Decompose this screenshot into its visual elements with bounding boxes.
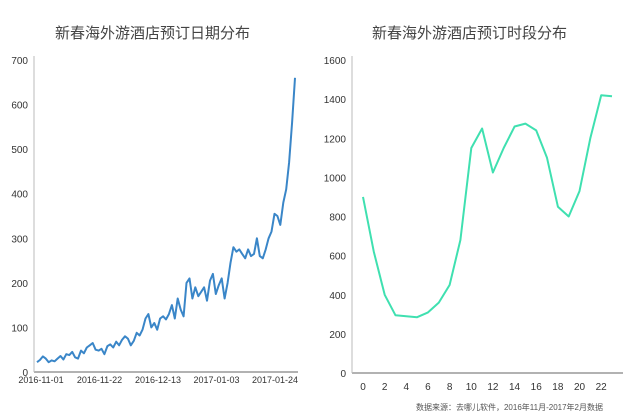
right-y-tick-label: 1200	[324, 134, 347, 145]
left-y-tick-label: 100	[11, 323, 28, 334]
right-x-tick-label: 2	[382, 382, 388, 393]
right-series-line	[362, 94, 613, 319]
right-y-tick-label: 800	[329, 213, 346, 224]
left-y-tick-label: 700	[11, 56, 28, 67]
right-x-tick-label: 8	[447, 382, 453, 393]
left-chart-title: 新春海外游酒店预订日期分布	[55, 25, 251, 42]
left-y-tick-label: 600	[11, 101, 28, 112]
right-x-tick-label: 16	[531, 382, 543, 393]
right-x-tick-label: 12	[487, 382, 499, 393]
left-y-tick-label: 300	[11, 234, 28, 245]
left-y-tick-label: 400	[11, 190, 28, 201]
right-y-tick-label: 1600	[324, 56, 347, 67]
left-x-tick-label: 2017-01-03	[193, 375, 239, 385]
right-x-tick-label: 20	[574, 382, 586, 393]
right-y-tick-label: 200	[329, 330, 346, 341]
right-chart-title: 新春海外游酒店预订时段分布	[372, 25, 568, 42]
right-x-tick-label: 18	[552, 382, 564, 393]
right-y-tick-label: 1400	[324, 95, 347, 106]
right-x-tick-label: 22	[596, 382, 608, 393]
left-series-line	[36, 77, 296, 364]
right-x-tick-label: 0	[360, 382, 366, 393]
source-note: 数据来源：去哪儿软件，2016年11月-2017年2月数据	[415, 403, 603, 412]
left-x-tick-label: 2016-11-01	[18, 375, 63, 385]
left-x-tick-label: 2016-12-13	[135, 375, 181, 385]
right-y-tick-label: 600	[329, 252, 346, 263]
left-y-tick-label: 0	[22, 368, 28, 379]
right-x-tick-label: 10	[466, 382, 478, 393]
left-y-tick-label: 500	[11, 145, 28, 156]
left-x-tick-label: 2017-01-24	[252, 375, 298, 385]
right-y-tick-label: 1000	[324, 173, 347, 184]
right-x-tick-label: 14	[509, 382, 521, 393]
left-y-tick-label: 200	[11, 279, 28, 290]
right-y-tick-label: 400	[329, 291, 346, 302]
right-y-tick-label: 0	[340, 369, 346, 380]
left-x-tick-label: 2016-11-22	[77, 375, 122, 385]
right-x-tick-label: 6	[425, 382, 431, 393]
right-x-tick-label: 4	[404, 382, 410, 393]
